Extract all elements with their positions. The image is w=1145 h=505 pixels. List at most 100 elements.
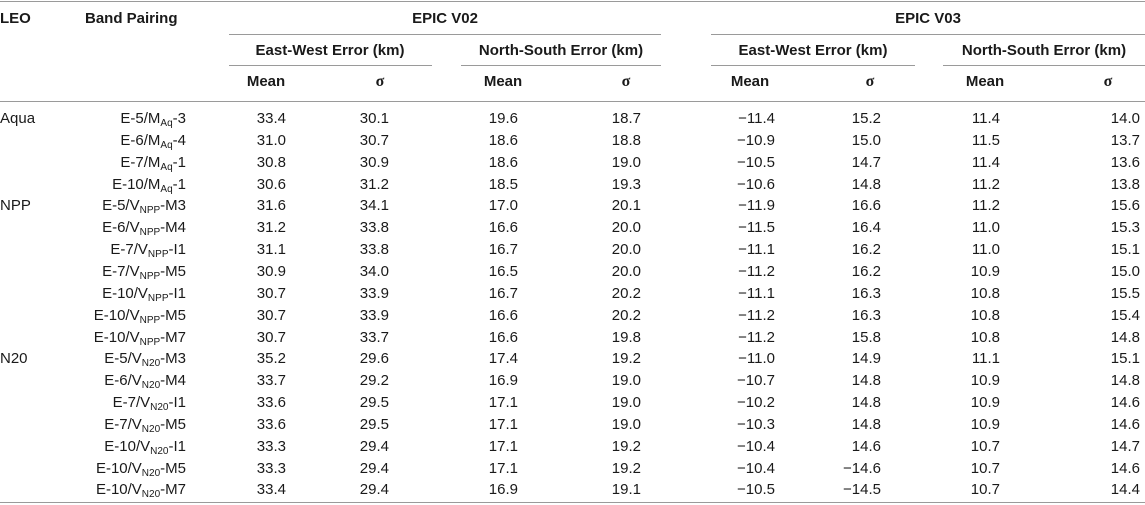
band-pairing-prefix: E-7/V (104, 416, 142, 433)
v03-ns-sigma-cell: 15.5 (1110, 285, 1140, 302)
header-leo: LEO (0, 10, 31, 27)
band-pairing-cell: E-7/VN20-M5 (104, 416, 186, 435)
band-pairing-prefix: E-6/V (102, 219, 140, 236)
v02-ns-mean-cell: 17.1 (488, 416, 518, 433)
v02-ns-mean-cell: 16.9 (488, 481, 518, 498)
v03-ns-sigma-cell: 14.8 (1110, 329, 1140, 346)
band-pairing-subscript: Aq (160, 162, 173, 173)
v03-ew-mean-cell: −11.9 (738, 197, 775, 214)
v03-ns-sigma-cell: 14.4 (1110, 481, 1140, 498)
band-pairing-suffix: -M7 (160, 481, 186, 498)
band-pairing-subscript: N20 (141, 358, 161, 369)
band-pairing-prefix: E-7/M (120, 154, 161, 171)
v03-ew-sigma-cell: 16.2 (851, 263, 881, 280)
v02-ew-mean-cell: 33.6 (256, 416, 286, 433)
v02-ew-mean-cell: 30.9 (256, 263, 286, 280)
header-v03-ew-sigma: σ (865, 73, 875, 90)
v02-ew-sigma-cell: 29.2 (359, 372, 389, 389)
v03-ns-mean-cell: 10.7 (970, 438, 1000, 455)
v03-ns-mean-cell: 11.0 (971, 219, 1000, 236)
band-pairing-suffix: -I1 (168, 285, 186, 302)
band-pairing-prefix: E-6/M (120, 132, 161, 149)
v03-ns-sigma-cell: 14.6 (1110, 416, 1140, 433)
leo-cell: N20 (0, 350, 28, 367)
header-epic-v02: EPIC V02 (412, 10, 478, 27)
v03-ew-sigma-cell: 15.2 (851, 110, 881, 127)
v03-ns-mean-cell: 11.2 (971, 197, 1000, 214)
v03-ew-sigma-cell: 16.3 (851, 307, 881, 324)
header-v03-ns-mean: Mean (965, 73, 1005, 90)
header-v02-ns-error: North-South Error (km) (478, 42, 644, 59)
band-pairing-cell: E-10/MAq-1 (112, 176, 186, 195)
v02-ns-sigma-cell: 19.8 (611, 329, 641, 346)
header-v02-ns-mean: Mean (483, 73, 523, 90)
v03-ns-mean-cell: 10.8 (970, 285, 1000, 302)
v03-ns-mean-cell: 11.1 (971, 350, 1000, 367)
band-pairing-cell: E-10/VNPP-I1 (102, 285, 186, 304)
band-pairing-suffix: -I1 (168, 241, 186, 258)
v03-ew-mean-cell: −11.5 (738, 219, 775, 236)
header-bottom-rule (0, 101, 1145, 102)
band-pairing-prefix: E-10/V (93, 307, 140, 324)
v03-ew-mean-cell: −11.4 (738, 110, 775, 127)
v03-ew-mean-cell: −10.7 (737, 372, 775, 389)
band-pairing-suffix: -3 (172, 110, 186, 127)
band-pairing-suffix: -4 (172, 132, 186, 149)
v02-ns-sigma-cell: 19.3 (611, 176, 641, 193)
band-pairing-prefix: E-6/V (104, 372, 142, 389)
band-pairing-cell: E-6/VN20-M4 (104, 372, 186, 391)
band-pairing-subscript: NPP (139, 315, 161, 326)
v02-ns-mean-cell: 16.7 (488, 241, 518, 258)
v02-ns-sigma-cell: 18.7 (611, 110, 641, 127)
v02-ns-sigma-cell: 19.0 (611, 372, 641, 389)
band-pairing-prefix: E-7/V (102, 263, 140, 280)
v02-ew-sigma-cell: 34.0 (359, 263, 389, 280)
v03-ew-mean-cell: −10.5 (737, 481, 775, 498)
v03-ns-sigma-cell: 15.0 (1110, 263, 1140, 280)
v02-ew-mean-cell: 33.7 (256, 372, 286, 389)
v02-ns-sigma-cell: 20.0 (611, 241, 641, 258)
v02-ew-mean-cell: 33.4 (256, 481, 286, 498)
band-pairing-cell: E-10/VNPP-M7 (93, 329, 186, 348)
v03-ew-mean-cell: −11.2 (738, 329, 775, 346)
v03-ew-sigma-cell: 14.8 (851, 416, 881, 433)
header-v03-ns-error: North-South Error (km) (961, 42, 1127, 59)
band-pairing-suffix: -1 (172, 176, 186, 193)
v02-ew-mean-cell: 33.3 (256, 460, 286, 477)
band-pairing-subscript: NPP (139, 227, 161, 238)
band-pairing-suffix: -M4 (160, 372, 186, 389)
band-pairing-suffix: -1 (172, 154, 186, 171)
v02-ns-mean-cell: 17.1 (488, 460, 518, 477)
band-pairing-prefix: E-10/V (93, 329, 140, 346)
band-pairing-subscript: N20 (150, 446, 169, 457)
band-pairing-cell: E-10/VN20-I1 (104, 438, 186, 457)
v02-group-rule (229, 34, 661, 35)
v03-ns-mean-cell: 11.2 (971, 176, 1000, 193)
band-pairing-subscript: N20 (141, 380, 161, 391)
band-pairing-subscript: N20 (141, 468, 161, 479)
v02-ew-sigma-cell: 29.4 (359, 460, 389, 477)
band-pairing-suffix: -M5 (160, 307, 186, 324)
v02-ns-sigma-cell: 19.0 (611, 416, 641, 433)
v03-ns-sigma-cell: 14.8 (1110, 372, 1140, 389)
band-pairing-subscript: NPP (139, 205, 161, 216)
header-v02-ns-sigma: σ (621, 73, 631, 90)
v03-ns-mean-cell: 10.9 (970, 372, 1000, 389)
v02-ns-mean-cell: 17.4 (488, 350, 518, 367)
header-band-pairing: Band Pairing (85, 10, 178, 27)
v03-ew-rule (711, 65, 915, 66)
band-pairing-cell: E-5/MAq-3 (120, 110, 186, 129)
v03-ew-sigma-cell: 16.4 (851, 219, 881, 236)
band-pairing-cell: E-7/MAq-1 (120, 154, 186, 173)
v03-ew-sigma-cell: 15.8 (851, 329, 881, 346)
v02-ew-mean-cell: 35.2 (256, 350, 286, 367)
band-pairing-cell: E-7/VNPP-M5 (102, 263, 186, 282)
band-pairing-suffix: -M5 (160, 416, 186, 433)
v03-ew-sigma-cell: 14.7 (851, 154, 881, 171)
band-pairing-prefix: E-5/M (120, 110, 161, 127)
v03-ew-sigma-cell: 14.8 (851, 372, 881, 389)
band-pairing-prefix: E-10/V (95, 481, 142, 498)
v02-ew-mean-cell: 31.0 (256, 132, 286, 149)
v03-ns-sigma-cell: 13.8 (1110, 176, 1140, 193)
v02-ew-sigma-cell: 33.8 (359, 241, 389, 258)
